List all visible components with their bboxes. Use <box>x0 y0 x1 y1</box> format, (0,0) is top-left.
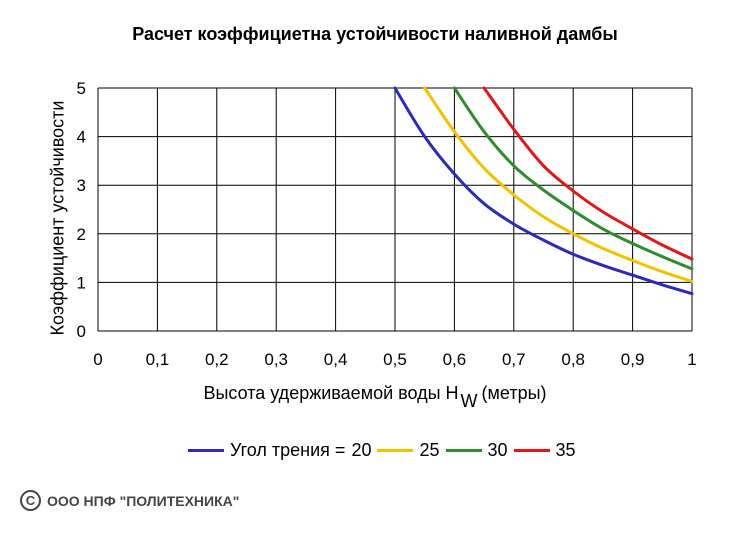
y-tick-label: 1 <box>77 273 86 292</box>
chart-title: Расчет коэффициетна устойчивости наливно… <box>132 24 618 44</box>
x-axis-label-unit: (метры) <box>481 383 547 403</box>
copyright-text: ООО НПФ "ПОЛИТЕХНИКА" <box>47 492 240 509</box>
x-tick-label: 0,6 <box>443 350 467 369</box>
legend-entry-35: 35 <box>555 440 576 460</box>
x-tick-label: 0 <box>93 350 102 369</box>
legend-swatch-30 <box>445 449 482 452</box>
x-tick-label: 0,7 <box>502 350 526 369</box>
copyright: C ООО НПФ "ПОЛИТЕХНИКА" <box>20 490 239 511</box>
x-axis-label-subscript: W <box>460 391 478 411</box>
y-tick-label: 2 <box>77 225 86 244</box>
y-tick-label: 5 <box>77 79 86 98</box>
series-line-20 <box>393 86 694 296</box>
x-tick-label: 0,4 <box>324 350 348 369</box>
legend-swatch-25 <box>377 449 414 452</box>
series-line-25 <box>423 86 694 283</box>
x-tick-label: 0,5 <box>383 350 407 369</box>
legend-entry-25: 25 <box>419 440 440 460</box>
legend-title: Угол трения = <box>230 440 346 460</box>
series-line-30 <box>452 86 694 271</box>
x-tick-label: 0,8 <box>561 350 585 369</box>
x-tick-label: 0,2 <box>205 350 229 369</box>
series-line-35 <box>482 86 694 261</box>
legend: Угол трения = 20 25 30 35 <box>188 440 582 461</box>
legend-entry-30: 30 <box>487 440 508 460</box>
x-axis-label: Высота удерживаемой воды H W (метры) <box>0 383 750 411</box>
legend-swatch-20 <box>188 449 224 452</box>
x-axis-label-main: Высота удерживаемой воды H <box>203 383 459 403</box>
y-tick-label: 3 <box>77 176 86 195</box>
y-tick-label: 4 <box>77 128 86 147</box>
legend-swatch-35 <box>513 449 550 452</box>
x-tick-label: 0,1 <box>146 350 170 369</box>
legend-entry-20: 20 <box>351 440 372 460</box>
y-tick-label: 0 <box>77 322 86 341</box>
x-tick-label: 0,9 <box>621 350 645 369</box>
x-tick-label: 1 <box>687 350 696 369</box>
x-tick-label: 0,3 <box>264 350 288 369</box>
copyright-icon: C <box>20 490 41 511</box>
